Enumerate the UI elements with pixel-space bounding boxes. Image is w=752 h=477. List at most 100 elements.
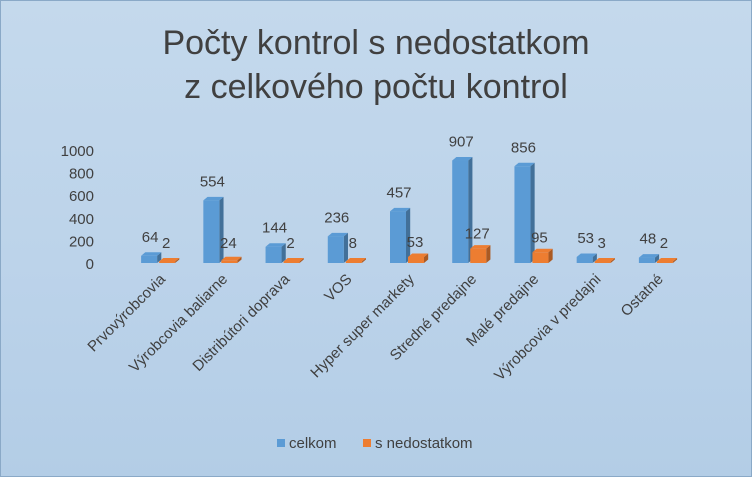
bar-side: [157, 252, 162, 263]
legend-label: s nedostatkom: [375, 435, 473, 452]
bar-s-nedostatkom: [159, 258, 180, 263]
data-label: 2: [286, 235, 294, 252]
bar-side: [592, 253, 597, 263]
bar-side: [486, 245, 491, 263]
bar-side: [654, 254, 660, 263]
chart-title-line-1: Počty kontrol s nedostatkom: [162, 24, 589, 62]
category-label: Hyper super markety: [307, 270, 418, 381]
data-label: 2: [162, 235, 170, 252]
category-label: Výrobcovia v predajni: [491, 271, 604, 384]
bar-side: [299, 258, 304, 263]
y-tick-label: 200: [69, 233, 94, 250]
bar-top: [327, 232, 348, 237]
bar-front: [656, 261, 673, 263]
y-tick-label: 600: [69, 188, 94, 205]
bar-front: [594, 261, 611, 263]
bar-side: [175, 258, 180, 263]
bar-top: [656, 258, 678, 262]
bar-s-nedostatkom: [221, 256, 242, 263]
bar-top: [638, 254, 660, 258]
bar-top: [408, 253, 429, 258]
bar-front: [203, 200, 220, 263]
bars: [141, 157, 678, 263]
bar-s-nedostatkom: [532, 248, 553, 263]
bar-top: [514, 162, 535, 167]
bar-side: [219, 196, 224, 263]
bar-side: [281, 243, 286, 263]
bar-top: [159, 258, 180, 262]
bar-celkom: [390, 207, 411, 263]
bar-top: [452, 157, 473, 161]
bar-top: [283, 258, 304, 262]
bar-front: [159, 261, 176, 263]
bar-celkom: [638, 254, 660, 263]
data-label: 48: [640, 231, 657, 248]
bar-side: [361, 258, 366, 263]
bar-s-nedostatkom: [594, 258, 615, 263]
bar-front: [470, 248, 487, 263]
y-tick-label: 1000: [61, 143, 94, 160]
y-tick-label: 0: [86, 256, 94, 273]
bar-front: [638, 257, 655, 263]
bar-side: [610, 258, 615, 263]
bar-s-nedostatkom: [408, 253, 429, 263]
bar-celkom: [203, 196, 224, 263]
bar-front: [408, 257, 424, 263]
data-label: 907: [449, 134, 474, 151]
data-label: 554: [200, 173, 225, 190]
data-label: 2: [660, 235, 668, 252]
bar-front: [345, 261, 362, 263]
bar-side: [424, 253, 429, 263]
category-label: Ostatné: [618, 271, 667, 320]
bar-side: [672, 258, 678, 263]
y-tick-label: 800: [69, 166, 94, 183]
chart-title-line-2: z celkového počtu kontrol: [184, 68, 568, 106]
bar-side: [530, 162, 535, 263]
bar-celkom: [141, 252, 162, 263]
bar-front: [221, 260, 238, 263]
bar-celkom: [514, 162, 535, 263]
legend-label: celkom: [289, 435, 337, 452]
bar-side: [343, 232, 348, 263]
data-label: 236: [324, 209, 349, 226]
data-label: 53: [407, 234, 424, 251]
bar-s-nedostatkom: [345, 258, 366, 263]
data-label: 64: [142, 229, 159, 246]
category-label: VOS: [321, 271, 355, 305]
bar-s-nedostatkom: [283, 258, 304, 263]
data-label: 856: [511, 139, 536, 156]
legend-item: celkom: [277, 435, 337, 452]
bar-front: [390, 211, 406, 263]
bar-celkom: [452, 157, 473, 263]
bar-celkom: [265, 243, 286, 263]
bar-celkom: [327, 232, 348, 263]
data-label: 53: [577, 230, 594, 247]
y-axis: 0 200 400 600 800 1000: [61, 143, 94, 273]
bar-side: [237, 256, 242, 263]
data-label: 457: [386, 184, 411, 201]
bar-top: [576, 253, 597, 258]
bar-s-nedostatkom: [656, 258, 678, 263]
bar-front: [576, 257, 593, 263]
bar-front: [532, 252, 549, 263]
bar-celkom: [576, 253, 597, 263]
data-label: 127: [465, 226, 490, 243]
bar-side: [468, 157, 473, 263]
data-label: 144: [262, 220, 287, 237]
bar-top: [265, 243, 286, 247]
bar-s-nedostatkom: [470, 245, 491, 263]
data-label: 24: [220, 235, 237, 252]
bar-top: [470, 245, 491, 249]
data-label: 8: [349, 235, 357, 252]
legend-swatch: [363, 439, 371, 447]
bar-top: [141, 252, 162, 256]
bar-top: [203, 196, 224, 201]
data-label: 95: [531, 229, 548, 246]
legend-swatch: [277, 439, 285, 447]
bar-front: [265, 246, 282, 263]
bar-top: [390, 207, 411, 212]
